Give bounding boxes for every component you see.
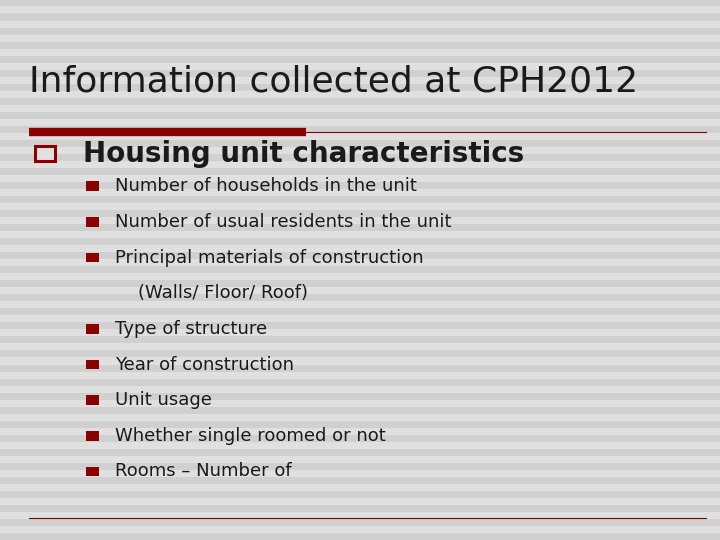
Bar (0, 435, 720, 442)
Bar (0, 350, 720, 357)
Bar (86, 253, 99, 262)
Bar (0, 379, 720, 386)
Bar (0, 182, 720, 189)
Bar (0, 140, 720, 147)
Bar (86, 181, 99, 191)
Bar (0, 477, 720, 484)
Bar (0, 463, 720, 470)
Bar (0, 70, 720, 77)
Text: Number of usual residents in the unit: Number of usual residents in the unit (115, 213, 451, 231)
Bar (0, 294, 720, 301)
Bar (0, 42, 720, 49)
Bar (0, 112, 720, 119)
Bar (0, 238, 720, 245)
Bar (0, 393, 720, 400)
Text: Whether single roomed or not: Whether single roomed or not (115, 427, 386, 445)
Bar (86, 431, 99, 441)
Bar (0, 196, 720, 203)
Text: Year of construction: Year of construction (115, 355, 294, 374)
Bar (0, 364, 720, 372)
Text: Unit usage: Unit usage (115, 391, 212, 409)
Bar (0, 252, 720, 259)
Text: (Walls/ Floor/ Roof): (Walls/ Floor/ Roof) (115, 284, 308, 302)
Bar (0, 519, 720, 526)
Bar (0, 28, 720, 35)
Bar (0, 280, 720, 287)
Bar (0, 98, 720, 105)
Text: Housing unit characteristics: Housing unit characteristics (83, 140, 524, 168)
Text: Rooms – Number of: Rooms – Number of (115, 462, 292, 481)
Bar (0, 168, 720, 175)
Bar (0, 336, 720, 343)
Bar (0, 421, 720, 428)
Bar (86, 360, 99, 369)
Bar (35, 146, 55, 161)
Bar (86, 467, 99, 476)
Bar (0, 210, 720, 217)
Bar (0, 126, 720, 133)
Bar (0, 224, 720, 231)
Bar (0, 0, 720, 6)
Bar (86, 395, 99, 405)
Text: Type of structure: Type of structure (115, 320, 267, 338)
Bar (0, 308, 720, 315)
Bar (0, 505, 720, 512)
Text: Number of households in the unit: Number of households in the unit (115, 177, 417, 195)
Bar (0, 407, 720, 414)
Bar (86, 324, 99, 334)
Bar (86, 217, 99, 227)
Bar (0, 491, 720, 498)
Bar (0, 84, 720, 91)
Text: Information collected at CPH2012: Information collected at CPH2012 (29, 65, 638, 99)
Bar (0, 533, 720, 540)
Bar (0, 56, 720, 63)
Bar (0, 322, 720, 329)
Bar (0, 449, 720, 456)
Bar (0, 154, 720, 161)
Bar (0, 14, 720, 21)
Bar (0, 266, 720, 273)
Text: Principal materials of construction: Principal materials of construction (115, 248, 424, 267)
